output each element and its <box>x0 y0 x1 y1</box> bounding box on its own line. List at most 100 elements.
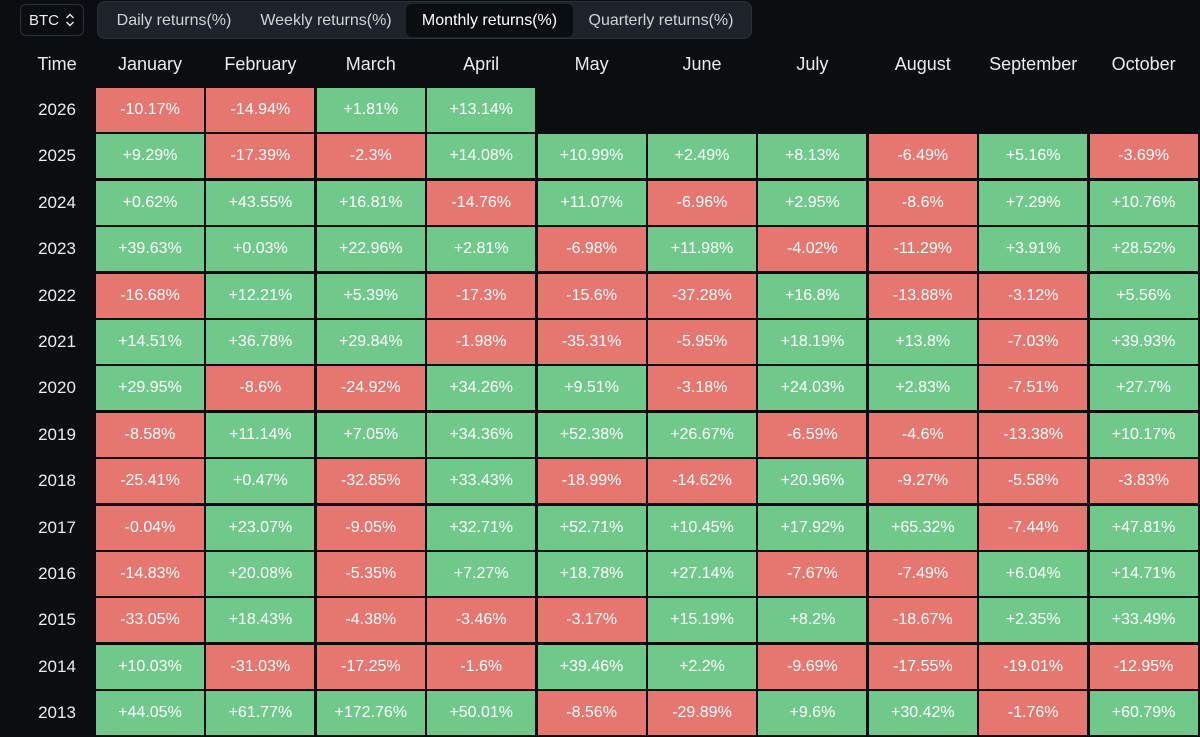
return-cell: -33.05% <box>96 598 204 643</box>
year-label: 2021 <box>38 332 76 351</box>
year-label: 2024 <box>38 192 76 212</box>
year-label: 2023 <box>38 239 76 259</box>
return-cell: +2.35% <box>979 598 1088 643</box>
tab-monthly-returns[interactable]: Monthly returns(%) <box>406 4 573 37</box>
return-cell: +5.56% <box>1089 273 1198 318</box>
return-cell: -17.3% <box>427 273 536 318</box>
month-header-june: June <box>682 53 722 74</box>
return-cell: +52.71% <box>537 505 646 550</box>
year-label: 2016 <box>38 564 76 583</box>
return-cell: -9.69% <box>758 644 867 689</box>
return-cell: +10.76% <box>1089 180 1198 225</box>
return-cell: -15.6% <box>537 273 646 318</box>
return-cell: +10.45% <box>648 505 756 550</box>
month-header-march: March <box>345 53 396 74</box>
return-cell: +13.8% <box>868 320 977 364</box>
return-cell: -7.51% <box>979 366 1088 411</box>
asset-selector-value: BTC <box>29 11 59 29</box>
return-cell: -3.17% <box>537 598 646 643</box>
toolbar: BTC Daily returns(%) Weekly returns(%) M… <box>0 0 1200 40</box>
return-cell: -3.69% <box>1089 134 1198 179</box>
return-cell: +0.47% <box>206 459 315 504</box>
return-cell: -8.6% <box>868 180 977 225</box>
return-cell: -7.44% <box>979 505 1088 550</box>
return-cell: -8.58% <box>96 412 204 457</box>
return-cell: -31.03% <box>206 644 315 689</box>
return-cell: +5.16% <box>979 134 1088 179</box>
return-cell: -29.89% <box>648 691 756 736</box>
return-cell: -1.98% <box>427 320 536 364</box>
month-header-september: September <box>989 53 1078 74</box>
month-header-april: April <box>463 53 500 74</box>
return-cell: +44.05% <box>96 691 204 736</box>
return-cell: -17.25% <box>316 644 425 689</box>
return-cell: -3.83% <box>1089 459 1198 504</box>
return-cell: -6.59% <box>758 412 867 457</box>
tab-daily-returns[interactable]: Daily returns(%) <box>116 11 232 29</box>
time-column-header: Time <box>37 53 77 74</box>
asset-selector[interactable]: BTC <box>20 4 84 36</box>
return-cell: -10.17% <box>96 88 204 132</box>
return-cell: +2.2% <box>648 644 756 689</box>
return-cell: -6.49% <box>868 134 977 179</box>
year-label: 2013 <box>38 703 76 723</box>
return-cell: +33.49% <box>1089 598 1198 643</box>
return-cell: -16.68% <box>96 273 204 318</box>
tab-weekly-returns[interactable]: Weekly returns(%) <box>260 11 392 29</box>
return-cell: +2.83% <box>868 366 977 411</box>
return-cell: +39.46% <box>537 644 646 689</box>
return-cell: +6.04% <box>979 552 1088 596</box>
return-cell: +7.27% <box>427 552 536 596</box>
year-label: 2014 <box>38 656 76 676</box>
return-cell: +10.03% <box>96 644 204 689</box>
year-label: 2022 <box>38 285 76 305</box>
return-cell: +10.17% <box>1089 412 1198 457</box>
return-cell: +39.93% <box>1089 320 1198 364</box>
chevron-up-down-icon <box>65 13 75 27</box>
return-cell: +172.76% <box>316 691 425 736</box>
return-cell: +50.01% <box>427 691 536 736</box>
month-header-august: August <box>894 53 951 74</box>
return-cell: +2.81% <box>427 227 536 272</box>
return-cell: -4.02% <box>758 227 867 272</box>
return-cell: -12.95% <box>1089 644 1198 689</box>
return-cell: +0.62% <box>96 180 204 225</box>
return-cell: -5.95% <box>648 320 756 364</box>
return-cell: +18.43% <box>206 598 315 643</box>
return-cell: +36.78% <box>206 320 315 364</box>
return-cell: -14.94% <box>206 88 315 132</box>
year-label: 2025 <box>38 146 76 166</box>
return-cell: -19.01% <box>979 644 1088 689</box>
return-cell: +43.55% <box>206 180 315 225</box>
return-cell: +13.14% <box>427 88 536 132</box>
return-cell: -4.38% <box>316 598 425 643</box>
return-cell: +60.79% <box>1089 691 1198 736</box>
return-cell: +23.07% <box>206 505 315 550</box>
year-label: 2018 <box>38 471 76 491</box>
return-cell: -18.67% <box>868 598 977 643</box>
return-cell: -14.76% <box>427 180 536 225</box>
return-cell: -17.39% <box>206 134 315 179</box>
return-cell: +29.95% <box>96 366 204 411</box>
return-cell: +0.03% <box>206 227 315 272</box>
return-cell: +22.96% <box>316 227 425 272</box>
return-cell: -9.27% <box>868 459 977 504</box>
return-cell: +7.05% <box>316 412 425 457</box>
return-cell: -1.6% <box>427 644 536 689</box>
return-cell: -3.46% <box>427 598 536 643</box>
return-cell: +8.13% <box>758 134 867 179</box>
tab-quarterly-returns[interactable]: Quarterly returns(%) <box>588 11 734 29</box>
return-cell: +20.96% <box>758 459 867 504</box>
return-cell: -25.41% <box>96 459 204 504</box>
return-cell: -2.3% <box>316 134 425 179</box>
return-cell: -18.99% <box>537 459 646 504</box>
return-cell: -37.28% <box>648 273 756 318</box>
return-cell: +14.71% <box>1089 552 1198 596</box>
year-label: 2020 <box>38 378 76 398</box>
return-cell: +12.21% <box>206 273 315 318</box>
return-cell: -0.04% <box>96 505 204 550</box>
return-cell: -17.55% <box>868 644 977 689</box>
return-cell: +7.29% <box>979 180 1088 225</box>
return-cell: +9.6% <box>758 691 867 736</box>
return-cell: -6.98% <box>537 227 646 272</box>
